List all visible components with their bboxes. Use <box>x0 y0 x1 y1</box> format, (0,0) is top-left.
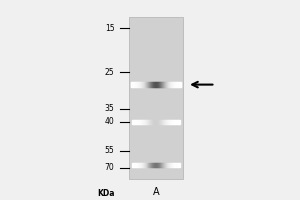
Text: 15: 15 <box>105 24 114 33</box>
FancyBboxPatch shape <box>129 17 183 179</box>
Text: 70: 70 <box>105 163 114 172</box>
Text: 40: 40 <box>105 117 114 126</box>
Text: 35: 35 <box>105 104 114 113</box>
Text: 55: 55 <box>105 146 114 155</box>
Text: 25: 25 <box>105 68 114 77</box>
Text: A: A <box>153 187 159 197</box>
Text: KDa: KDa <box>97 189 114 198</box>
